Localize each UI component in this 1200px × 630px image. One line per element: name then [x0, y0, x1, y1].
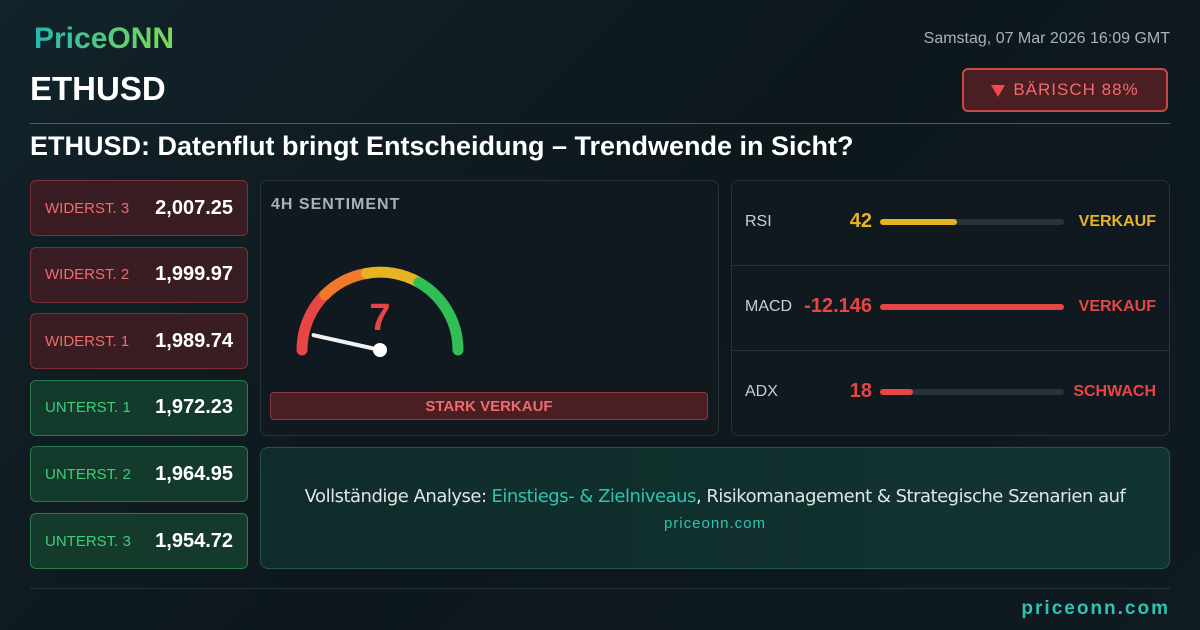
- level-value: 1,954.72: [155, 529, 233, 552]
- gauge-green: [413, 277, 464, 356]
- headline: ETHUSD: Datenflut bringt Entscheidung – …: [30, 131, 854, 161]
- level-value: 1,972.23: [155, 396, 233, 419]
- badge-text: BÄRISCH 88%: [1013, 80, 1139, 99]
- indicator-name: ADX: [745, 383, 778, 400]
- logo: PriceONN: [34, 22, 175, 55]
- level-label: UNTERST. 1: [45, 399, 131, 417]
- level-label: UNTERST. 2: [45, 465, 131, 483]
- cta: Vollständige Analyse: Einstiegs- & Zielni…: [260, 447, 1170, 569]
- symbol: ETHUSD: [30, 70, 166, 107]
- indicator-signal: VERKAUF: [1078, 213, 1156, 230]
- level-label: WIDERST. 2: [45, 266, 130, 284]
- gauge: 7: [296, 266, 464, 357]
- level-box: UNTERST. 1 1,972.23: [30, 379, 248, 436]
- gauge-hub: [373, 343, 387, 357]
- cta-highlight: Einstiegs- & Zielniveaus: [491, 486, 697, 507]
- footer-rule: [30, 588, 1170, 589]
- gauge-yellow: [361, 266, 425, 288]
- cta-text: Vollständige Analyse: Einstiegs- & Zielni…: [261, 486, 1169, 507]
- level-box: WIDERST. 2 1,999.97: [30, 246, 248, 303]
- level-box: WIDERST. 3 2,007.25: [30, 180, 248, 236]
- indicator-signal: VERKAUF: [1078, 298, 1156, 315]
- cta-link[interactable]: priceonn.com: [663, 515, 767, 532]
- gauge-orange: [319, 267, 372, 301]
- indicator-value: 42: [849, 210, 872, 232]
- level-label: WIDERST. 1: [45, 332, 130, 350]
- level-box: UNTERST. 3 1,954.72: [30, 513, 248, 569]
- level-label: WIDERST. 3: [45, 199, 130, 217]
- level-label: UNTERST. 3: [45, 532, 131, 550]
- level-value: 1,999.97: [155, 263, 233, 286]
- divider: [732, 350, 1170, 351]
- indicator-signal: SCHWACH: [1073, 383, 1156, 400]
- indicator-bar: [880, 304, 1064, 310]
- level-value: 2,007.25: [155, 196, 233, 219]
- sentiment-title: 4H SENTIMENT: [271, 196, 401, 213]
- indicator-name: RSI: [745, 213, 772, 230]
- indicator-name: MACD: [745, 298, 793, 315]
- cta-suffix: , Risikomanagement & Strategische Szenar…: [695, 486, 1126, 507]
- gauge-red: [296, 289, 331, 356]
- gauge-value: 7: [369, 297, 390, 339]
- indicator-value: -12.146: [804, 295, 872, 317]
- level-value: 1,989.74: [155, 329, 233, 352]
- level-box: WIDERST. 1 1,989.74: [30, 313, 248, 370]
- date: Samstag, 07 Mar 2026 16:09 GMT: [923, 30, 1170, 47]
- indicator-bar: [880, 219, 958, 225]
- cta-prefix: Vollständige Analyse:: [304, 486, 487, 507]
- indicator-value: 18: [849, 380, 872, 402]
- level-value: 1,964.95: [155, 462, 233, 485]
- divider: [732, 265, 1170, 266]
- indicator-track: [880, 389, 1064, 395]
- sentiment-badge: BÄRISCH 88%: [962, 68, 1168, 112]
- indicator-bar: [880, 389, 914, 395]
- down-arrow: [991, 85, 1006, 97]
- rule: [30, 123, 1170, 124]
- gauge-needle: [311, 333, 382, 352]
- level-box: UNTERST. 2 1,964.95: [30, 446, 248, 503]
- footer-brand[interactable]: priceonn.com: [1021, 598, 1170, 619]
- indicator-track: [880, 304, 1064, 310]
- sentiment-signal: STARK VERKAUF: [270, 392, 708, 420]
- indicator-track: [880, 219, 1064, 225]
